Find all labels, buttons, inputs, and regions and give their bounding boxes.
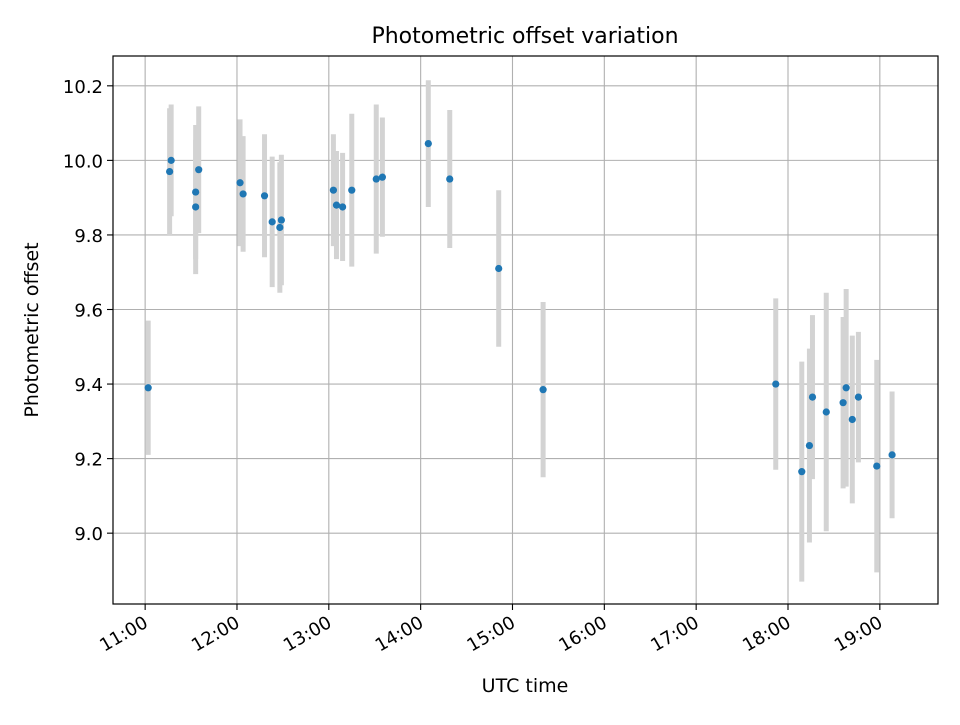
data-point <box>888 451 896 459</box>
data-point <box>276 223 284 232</box>
y-axis-ticks: 9.0 9.2 9.4 9.6 9.8 10.0 10.2 <box>63 77 113 545</box>
data-point <box>144 384 152 392</box>
data-point <box>873 462 881 470</box>
data-point <box>772 380 780 388</box>
data-point <box>166 167 174 176</box>
y-tick-label: 9.0 <box>74 524 103 545</box>
data-point <box>239 190 247 198</box>
data-point <box>446 175 454 183</box>
data-point <box>805 441 814 450</box>
data-point <box>378 173 386 181</box>
data-point <box>277 216 285 224</box>
y-axis-label: Photometric offset <box>21 242 43 417</box>
data-point <box>338 203 347 211</box>
y-tick-label: 10.2 <box>63 77 103 98</box>
data-point <box>332 201 341 209</box>
plot-frame <box>112 55 939 605</box>
data-point <box>236 179 244 187</box>
y-tick-label: 9.8 <box>74 226 103 247</box>
data-point <box>348 186 356 194</box>
data-point <box>808 393 817 401</box>
y-tick-label: 10.0 <box>63 151 103 172</box>
data-point <box>495 264 503 273</box>
y-tick-label: 9.2 <box>74 450 103 471</box>
grid <box>113 56 938 604</box>
data-point <box>195 166 203 174</box>
data-points <box>144 140 896 476</box>
y-tick-label: 9.4 <box>74 375 103 396</box>
data-point <box>268 218 276 226</box>
data-point <box>848 415 856 424</box>
data-point <box>329 186 338 194</box>
data-point <box>260 192 269 200</box>
data-point <box>842 384 850 392</box>
data-point <box>798 468 806 476</box>
data-point <box>822 408 830 416</box>
data-point <box>424 140 432 148</box>
data-point <box>839 399 847 407</box>
data-point <box>167 156 175 164</box>
data-point <box>192 203 200 211</box>
chart-title: Photometric offset variation <box>371 24 678 49</box>
x-axis-label: UTC time <box>482 675 569 697</box>
data-point <box>372 175 380 183</box>
data-point <box>539 386 547 394</box>
data-point <box>854 393 863 401</box>
y-tick-label: 9.6 <box>74 300 103 321</box>
data-point <box>192 188 200 196</box>
